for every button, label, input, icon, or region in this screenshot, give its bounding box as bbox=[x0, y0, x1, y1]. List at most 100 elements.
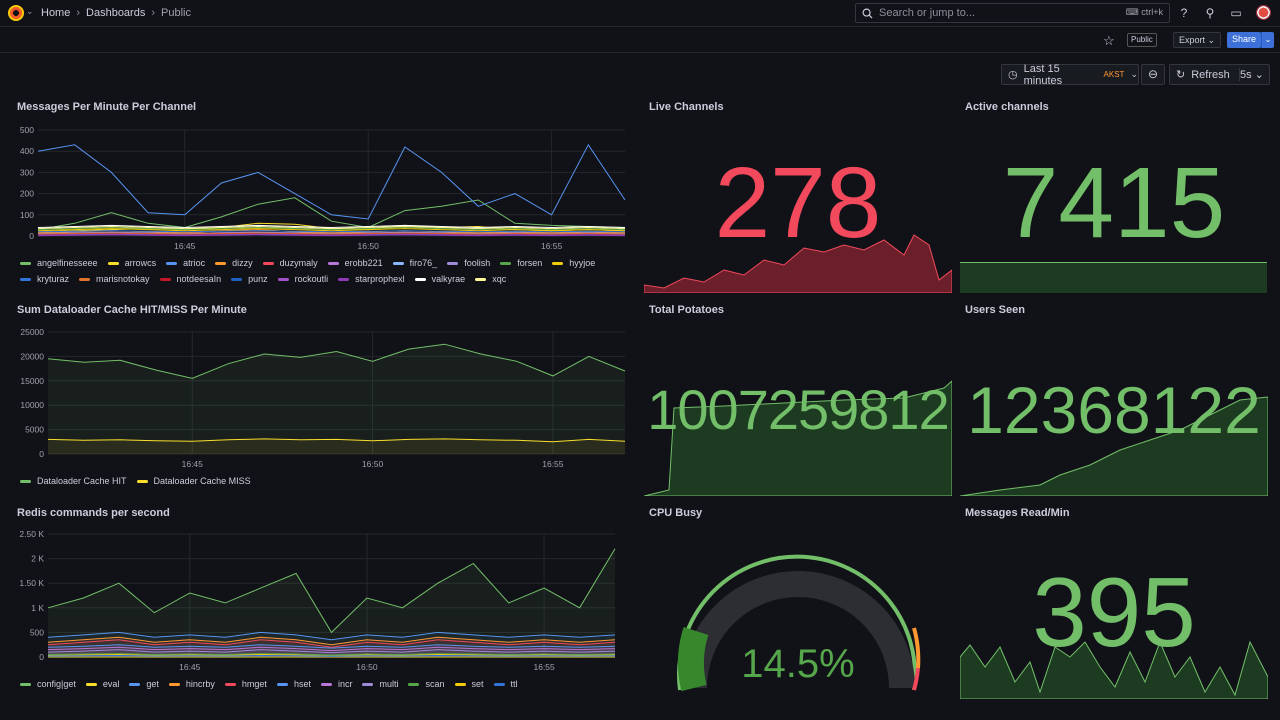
legend-label: dizzy bbox=[232, 258, 253, 268]
series-line bbox=[37, 224, 626, 229]
legend-item[interactable]: scan bbox=[408, 676, 445, 692]
avatar[interactable] bbox=[1256, 5, 1271, 20]
search-shortcut: ⌨ ctrl+k bbox=[1125, 7, 1163, 17]
legend-swatch bbox=[85, 682, 97, 686]
zoom-out-button[interactable]: ⊖ bbox=[1141, 64, 1165, 85]
legend-swatch bbox=[320, 682, 332, 686]
legend-label: hset bbox=[293, 679, 311, 689]
series-line bbox=[47, 654, 616, 657]
legend-item[interactable]: get bbox=[129, 676, 159, 692]
legend-item[interactable]: incr bbox=[320, 676, 352, 692]
legend-item[interactable]: duzymaly bbox=[262, 255, 318, 271]
chevron-down-icon: ⌄ bbox=[1130, 69, 1138, 79]
legend-label: Dataloader Cache HIT bbox=[37, 476, 127, 486]
users-seen-value: 12368122 bbox=[967, 373, 1261, 447]
grafana-logo-icon[interactable] bbox=[8, 5, 24, 21]
x-tick-label: 16:55 bbox=[533, 662, 555, 672]
redis-legend: config|get eval get hincrby hmget hset incr mul… bbox=[20, 676, 620, 692]
panel-title-users-seen[interactable]: Users Seen bbox=[965, 304, 1025, 316]
messages-timeseries-chart[interactable]: 0 100 200 300 400 500 16:45 16:50 16:55 bbox=[0, 118, 640, 258]
legend-item[interactable]: foolish bbox=[447, 255, 490, 271]
export-button[interactable]: Export ⌄ bbox=[1173, 32, 1222, 48]
search-input[interactable]: Search or jump to... ⌨ ctrl+k bbox=[855, 3, 1170, 23]
live-channels-sparkline bbox=[644, 234, 952, 293]
series-line bbox=[37, 143, 626, 220]
series-line bbox=[47, 438, 626, 443]
legend-swatch bbox=[392, 261, 404, 265]
cache-timeseries-chart[interactable]: 0 5000 10000 15000 20000 25000 16:45 16:50 16:55 bbox=[0, 322, 640, 472]
legend-item[interactable]: Dataloader Cache HIT bbox=[20, 473, 127, 489]
legend-swatch bbox=[327, 261, 339, 265]
legend-label: hincrby bbox=[185, 679, 215, 689]
legend-swatch bbox=[20, 277, 31, 281]
panel-title-redis[interactable]: Redis commands per second bbox=[17, 507, 170, 519]
series-line bbox=[47, 649, 616, 654]
legend-item[interactable]: rockoutli bbox=[277, 271, 328, 287]
star-icon[interactable]: ☆ bbox=[1103, 33, 1115, 48]
legend-label: hyyjoe bbox=[569, 258, 596, 268]
live-channels-value: 278 bbox=[714, 147, 882, 259]
news-feed-icon[interactable]: ⚲ bbox=[1205, 6, 1215, 20]
legend-item[interactable]: arrowcs bbox=[107, 255, 156, 271]
panel-title-cpu[interactable]: CPU Busy bbox=[649, 507, 703, 519]
legend-item[interactable]: hincrby bbox=[168, 676, 215, 692]
legend-swatch bbox=[166, 261, 178, 265]
legend-item[interactable]: angelfinesseee bbox=[20, 255, 98, 271]
panel-title-active-channels[interactable]: Active channels bbox=[965, 101, 1049, 113]
breadcrumb-dashboards[interactable]: Dashboards bbox=[86, 7, 146, 19]
legend-swatch bbox=[224, 682, 236, 686]
legend-item[interactable]: hmget bbox=[224, 676, 267, 692]
legend-item[interactable]: firo76_ bbox=[392, 255, 437, 271]
x-tick-label: 16:45 bbox=[174, 241, 196, 251]
panel-title-live-channels[interactable]: Live Channels bbox=[649, 101, 724, 113]
legend-item[interactable]: hset bbox=[276, 676, 311, 692]
legend-item[interactable]: ttl bbox=[493, 676, 518, 692]
legend-label: forsen bbox=[517, 258, 543, 268]
legend-swatch bbox=[447, 261, 459, 265]
legend-item[interactable]: eval bbox=[85, 676, 119, 692]
legend-item[interactable]: xqc bbox=[475, 271, 506, 287]
clock-icon: ◷ bbox=[1008, 69, 1018, 81]
legend-item[interactable]: set bbox=[454, 676, 484, 692]
legend-item[interactable]: punz bbox=[231, 271, 268, 287]
redis-timeseries-chart[interactable]: 0 500 1 K 1.50 K 2 K 2.50 K 16:45 16:50 16:55 bbox=[0, 525, 640, 675]
legend-item[interactable]: notdeesaIn bbox=[159, 271, 221, 287]
legend-item[interactable]: starprophexl bbox=[338, 271, 405, 287]
legend-label: marisnotokay bbox=[96, 274, 150, 284]
share-button[interactable]: Share bbox=[1227, 32, 1262, 48]
legend-item[interactable]: kryturaz bbox=[20, 271, 69, 287]
legend-item[interactable]: dizzy bbox=[215, 255, 253, 271]
time-range-picker[interactable]: ◷ Last 15 minutes AKST ⌄ bbox=[1001, 63, 1139, 87]
search-placeholder: Search or jump to... bbox=[879, 7, 975, 19]
y-tick-label: 15000 bbox=[20, 376, 44, 386]
active-channels-value: 7415 bbox=[1002, 147, 1226, 259]
panel-title-messages[interactable]: Messages Per Minute Per Channel bbox=[17, 101, 197, 113]
series-line bbox=[37, 234, 626, 237]
legend-swatch bbox=[362, 682, 374, 686]
chevron-down-icon[interactable]: ⌄ bbox=[26, 6, 34, 16]
series-line bbox=[37, 228, 626, 232]
legend-item[interactable]: hyyjoe bbox=[552, 255, 595, 271]
breadcrumb-home[interactable]: Home bbox=[41, 7, 71, 19]
share-dropdown-chevron-icon[interactable]: ⌄ bbox=[1261, 32, 1274, 48]
legend-item[interactable]: erobb221 bbox=[327, 255, 383, 271]
legend-item[interactable]: marisnotokay bbox=[79, 271, 150, 287]
help-icon[interactable]: ? bbox=[1180, 6, 1188, 20]
refresh-interval-picker[interactable]: 5s ⌄ bbox=[1239, 68, 1264, 81]
legend-item[interactable]: atrioc bbox=[166, 255, 205, 271]
legend-item[interactable]: config|get bbox=[20, 676, 76, 692]
panel-title-potatoes[interactable]: Total Potatoes bbox=[649, 304, 724, 316]
timezone-label: AKST bbox=[1103, 70, 1125, 79]
refresh-button[interactable]: ↻ Refresh 5s ⌄ bbox=[1169, 64, 1270, 85]
legend-swatch bbox=[20, 261, 31, 265]
panel-title-messages-read[interactable]: Messages Read/Min bbox=[965, 507, 1070, 519]
legend-label: set bbox=[471, 679, 484, 689]
search-icon bbox=[862, 8, 873, 19]
legend-swatch bbox=[20, 682, 31, 686]
legend-item[interactable]: valkyrae bbox=[414, 271, 465, 287]
legend-item[interactable]: multi bbox=[362, 676, 398, 692]
panel-title-cache[interactable]: Sum Dataloader Cache HIT/MISS Per Minute bbox=[17, 304, 247, 316]
legend-item[interactable]: forsen bbox=[500, 255, 542, 271]
legend-item[interactable]: Dataloader Cache MISS bbox=[136, 473, 251, 489]
kiosk-mode-icon[interactable]: ▭ bbox=[1230, 6, 1242, 20]
